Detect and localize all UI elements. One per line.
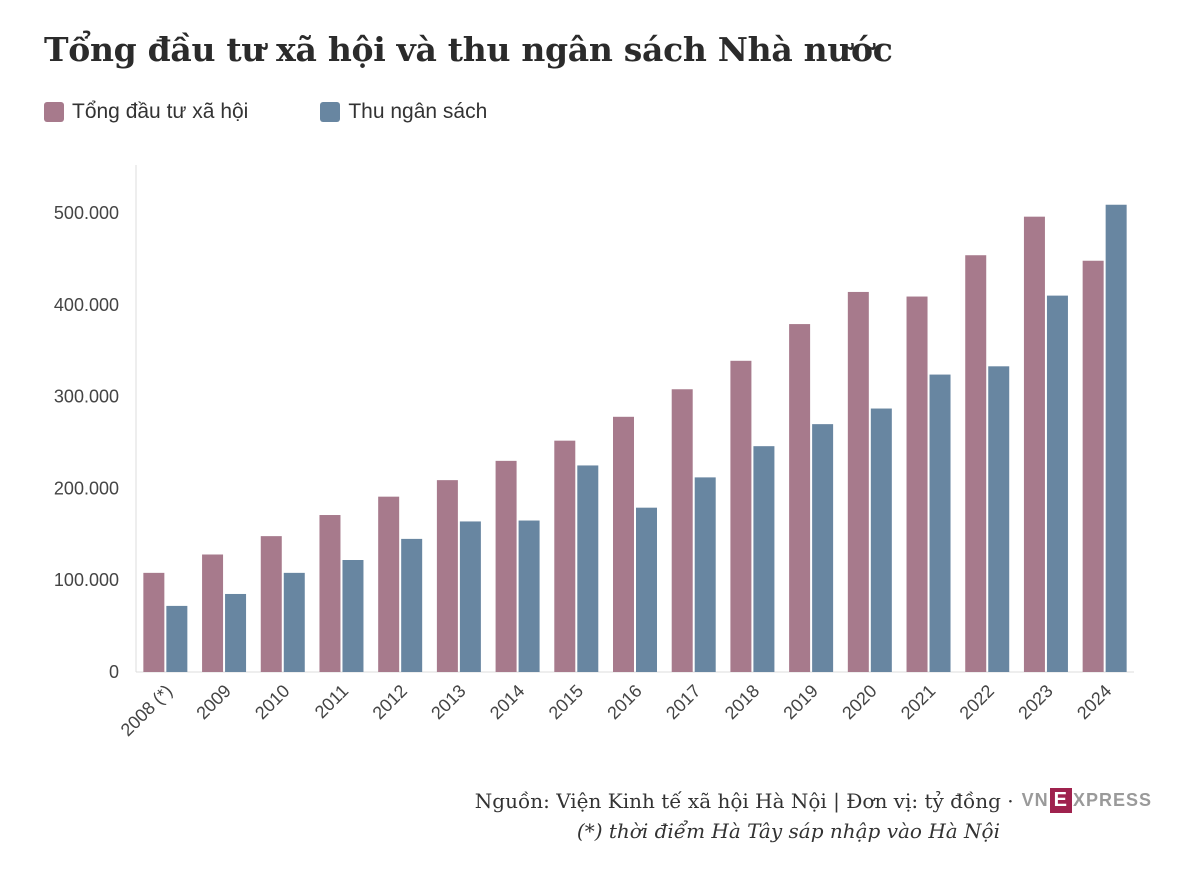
- bar-investment-2020: [847, 291, 869, 672]
- legend-swatch-investment: [44, 102, 64, 122]
- x-tick-label: 2015: [545, 681, 587, 723]
- bar-investment-2019: [789, 324, 811, 672]
- x-tick-label: 2022: [956, 681, 998, 723]
- bar-investment-2009: [202, 554, 224, 672]
- bar-investment-2023: [1023, 216, 1045, 672]
- x-tick-label: 2017: [662, 681, 704, 723]
- x-tick-label: 2019: [779, 681, 821, 723]
- bar-budget-2009: [225, 593, 247, 672]
- chart-title: Tổng đầu tư xã hội và thu ngân sách Nhà …: [44, 30, 893, 69]
- x-tick-label: 2024: [1073, 681, 1115, 723]
- bar-budget-2022: [988, 366, 1010, 672]
- bar-budget-2010: [283, 572, 305, 672]
- bar-investment-2013: [436, 480, 458, 672]
- y-tick-label: 400.000: [54, 295, 119, 315]
- bar-investment-2008: [143, 572, 165, 672]
- bar-budget-2023: [1046, 295, 1068, 672]
- bar-budget-2019: [812, 424, 834, 672]
- chart-legend: Tổng đầu tư xã hội Thu ngân sách: [44, 100, 559, 124]
- bar-investment-2014: [495, 460, 517, 672]
- y-tick-label: 100.000: [54, 570, 119, 590]
- bar-investment-2015: [554, 440, 576, 672]
- bar-budget-2016: [636, 507, 657, 672]
- x-tick-label: 2016: [603, 681, 645, 723]
- legend-item-budget: Thu ngân sách: [320, 100, 487, 124]
- x-tick-label: 2010: [251, 681, 293, 723]
- y-tick-label: 500.000: [54, 203, 119, 223]
- bar-investment-2022: [965, 255, 987, 672]
- bar-budget-2013: [459, 521, 481, 672]
- bar-budget-2021: [929, 374, 951, 672]
- x-tick-label: 2021: [897, 681, 939, 723]
- x-tick-label: 2013: [427, 681, 469, 723]
- chart-footer: Nguồn: Viện Kinh tế xã hội Hà Nội | Đơn …: [475, 788, 1152, 843]
- x-tick-label: 2018: [721, 681, 763, 723]
- x-tick-label: 2014: [486, 681, 528, 723]
- bar-budget-2018: [753, 446, 775, 672]
- y-tick-label: 200.000: [54, 478, 119, 498]
- bar-budget-2012: [401, 538, 423, 672]
- bar-budget-2020: [870, 408, 892, 672]
- bar-investment-2012: [378, 496, 400, 672]
- bar-budget-2008: [166, 605, 188, 672]
- bar-budget-2014: [518, 520, 540, 672]
- bar-investment-2011: [319, 515, 341, 672]
- y-tick-label: 300.000: [54, 387, 119, 407]
- legend-swatch-budget: [320, 102, 341, 122]
- x-tick-label: 2008 (*): [117, 681, 176, 740]
- legend-item-investment: Tổng đầu tư xã hội: [44, 100, 248, 124]
- y-tick-label: 0: [109, 662, 119, 682]
- bar-budget-2017: [694, 477, 716, 672]
- bar-budget-2011: [342, 560, 364, 672]
- source-text: Nguồn: Viện Kinh tế xã hội Hà Nội | Đơn …: [474, 788, 1014, 813]
- bar-investment-2017: [671, 389, 693, 672]
- bar-budget-2015: [577, 465, 599, 672]
- x-tick-label: 2023: [1014, 681, 1056, 723]
- bar-investment-2018: [730, 360, 752, 672]
- x-tick-label: 2009: [192, 681, 234, 723]
- footnote-text: (*) thời điểm Hà Tây sáp nhập vào Hà Nội: [576, 819, 1000, 843]
- bar-investment-2010: [260, 536, 282, 672]
- bar-budget-2024: [1105, 204, 1127, 672]
- bar-investment-2021: [906, 296, 928, 672]
- bar-investment-2024: [1082, 260, 1104, 672]
- legend-label-budget: Thu ngân sách: [348, 100, 488, 123]
- legend-label-investment: Tổng đầu tư xã hội: [72, 100, 249, 123]
- x-tick-label: 2012: [369, 681, 411, 723]
- bar-investment-2016: [613, 416, 634, 672]
- x-tick-label: 2020: [838, 681, 880, 723]
- vnexpress-logo: VN E XPRESS: [1021, 788, 1152, 813]
- x-tick-label: 2011: [311, 681, 353, 723]
